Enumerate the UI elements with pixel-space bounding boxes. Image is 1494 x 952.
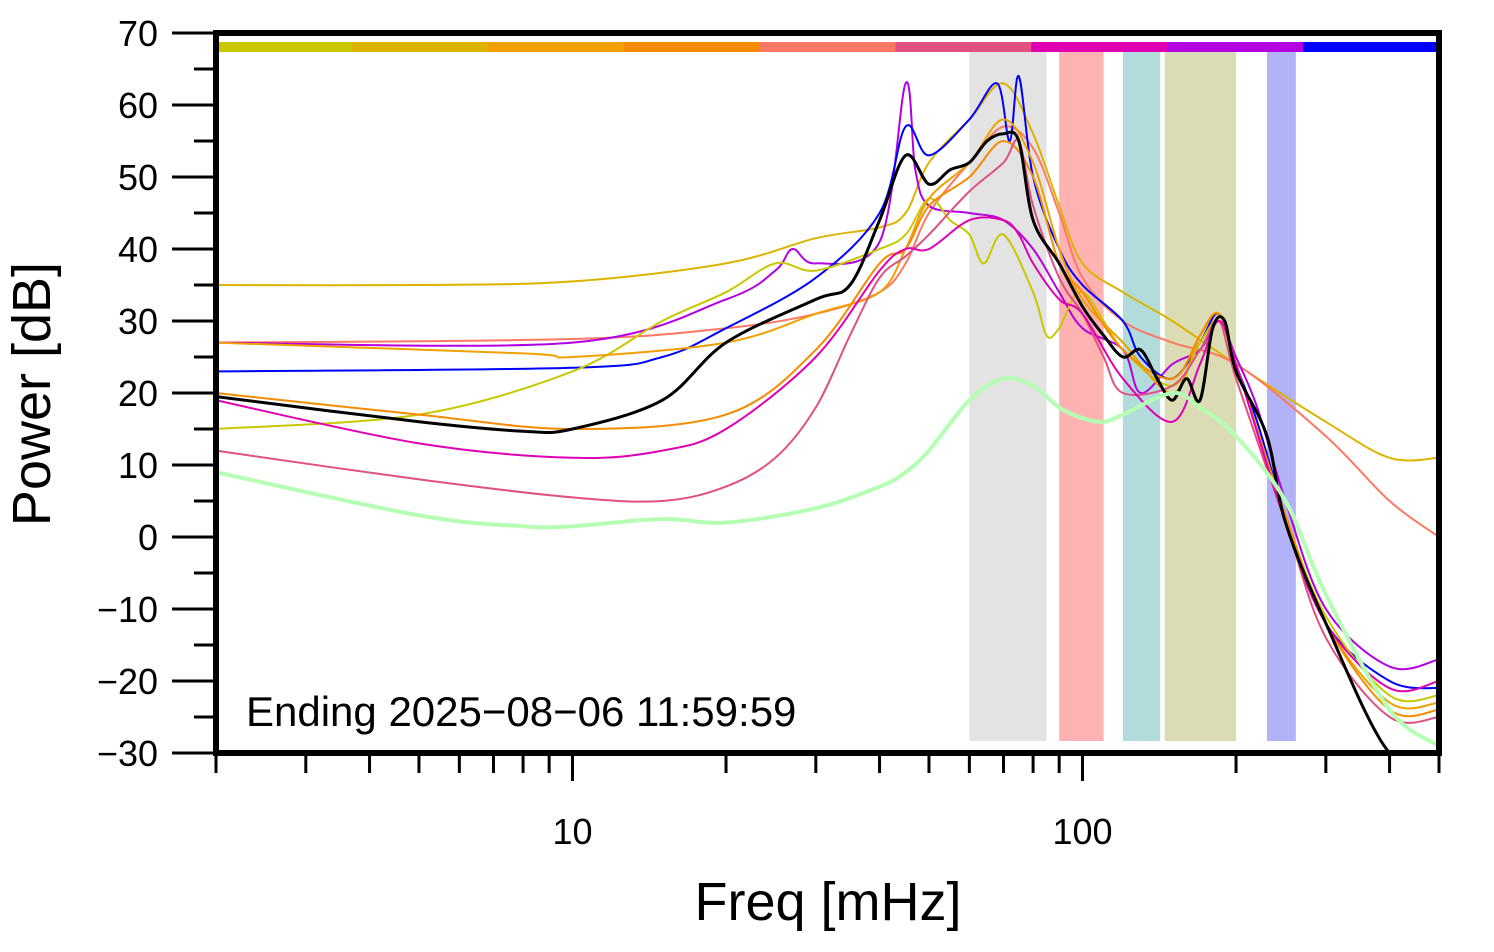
y-tick-label: 70	[118, 13, 158, 54]
series-line	[216, 140, 1439, 718]
x-tick-label: 10	[552, 811, 592, 852]
y-axis-title: Power [dB]	[2, 262, 62, 526]
y-tick-label: 10	[118, 445, 158, 486]
y-tick-label: −10	[97, 589, 158, 630]
frequency-band	[969, 52, 1047, 741]
y-axis-ticks: 70 60 50 40 30 20 10 0 −10 −20 −30	[97, 13, 216, 774]
y-tick-label: 50	[118, 157, 158, 198]
y-tick-label: −30	[97, 733, 158, 774]
x-axis-title: Freq [mHz]	[694, 872, 961, 932]
x-axis-ticks: 10 100	[214, 753, 1441, 852]
y-tick-label: 20	[118, 373, 158, 414]
series-line	[216, 216, 1439, 693]
color-bar-segment	[1031, 42, 1168, 52]
plot-frame	[213, 30, 1442, 756]
y-tick-label: 30	[118, 301, 158, 342]
y-tick-label: 0	[138, 517, 158, 558]
color-bar-segment	[1167, 42, 1304, 52]
frequency-band	[1059, 52, 1104, 741]
frequency-band	[1266, 52, 1296, 741]
x-tick-label: 100	[1052, 811, 1112, 852]
series-line	[216, 138, 1439, 724]
series-line	[216, 125, 1439, 538]
frequency-band	[1122, 52, 1161, 741]
y-tick-label: −20	[97, 661, 158, 702]
ending-annotation: Ending 2025−08−06 11:59:59	[246, 688, 796, 735]
frequency-bands	[969, 52, 1296, 741]
series-lines	[216, 75, 1439, 753]
series-line	[216, 376, 1439, 748]
top-color-bar	[216, 42, 1440, 52]
color-bar-segment	[351, 42, 489, 52]
series-line	[216, 130, 1439, 753]
color-bar-segment	[487, 42, 625, 52]
series-line	[216, 75, 1439, 690]
color-bar-segment	[216, 42, 353, 52]
y-tick-label: 40	[118, 229, 158, 270]
color-bar-segment	[895, 42, 1032, 52]
color-bar-segment	[623, 42, 761, 52]
color-bar-segment	[1303, 42, 1440, 52]
color-bar-segment	[759, 42, 896, 52]
series-line	[216, 197, 1439, 703]
y-tick-label: 60	[118, 85, 158, 126]
series-line	[216, 81, 1439, 671]
